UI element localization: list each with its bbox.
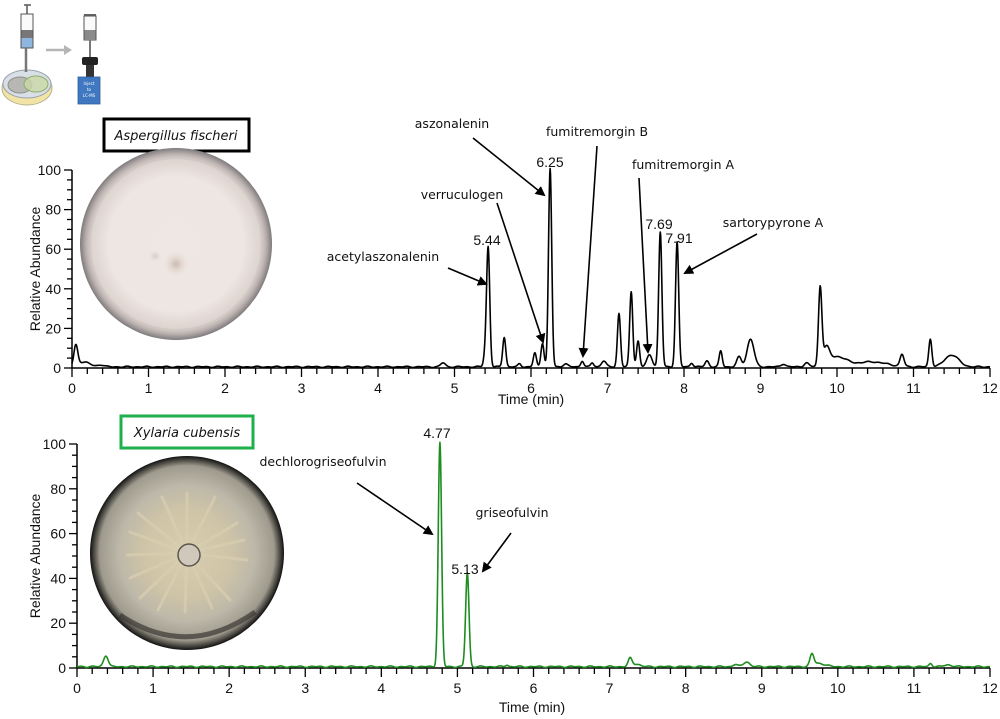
syringe-left-icon <box>20 4 34 72</box>
x-tick-label: 11 <box>907 680 922 696</box>
x-tick-label: 0 <box>73 680 81 696</box>
x-tick-label: 1 <box>149 680 157 696</box>
x-tick-label: 6 <box>527 380 535 396</box>
x-tick-label: 2 <box>221 380 229 396</box>
x-tick-label: 7 <box>604 380 612 396</box>
culture-plate-image <box>80 148 272 340</box>
arrow-icon <box>447 267 488 286</box>
arrow-icon <box>578 145 598 358</box>
inject-box-line-2: to <box>87 87 92 92</box>
x-tick-label: 1 <box>145 380 153 396</box>
y-axis-title: Relative Abundance <box>27 207 43 332</box>
y-tick-label: 60 <box>50 526 66 542</box>
arrow-icon <box>472 137 546 197</box>
y-tick-label: 80 <box>50 481 66 497</box>
arrow-right-icon <box>46 45 72 55</box>
rt-label: 5.13 <box>451 561 478 577</box>
arrow-icon <box>481 532 512 573</box>
x-tick-label: 10 <box>829 380 845 396</box>
inject-box-line-3: LC-MS <box>83 93 96 98</box>
x-tick-label: 8 <box>680 380 688 396</box>
x-tick-label: 9 <box>758 680 766 696</box>
arrow-icon <box>683 233 758 274</box>
x-tick-label: 11 <box>906 380 921 396</box>
x-axis-title: Time (min) <box>499 699 565 715</box>
x-tick-label: 12 <box>982 380 998 396</box>
species-label-box <box>119 414 255 450</box>
compound-label-fumitremorgin-b: fumitremorgin B <box>546 124 648 139</box>
y-tick-label: 40 <box>50 570 66 586</box>
arrow-icon <box>356 482 434 536</box>
x-tick-label: 10 <box>830 680 846 696</box>
x-tick-label: 8 <box>682 680 690 696</box>
culture-plate-image <box>90 456 284 650</box>
panel-xylaria: Xylaria cubensis 0 1 2 3 4 5 6 7 8 9 10 11 120204060… <box>27 414 998 715</box>
y-tick-label: 20 <box>45 320 61 336</box>
rt-label: 4.77 <box>423 425 450 441</box>
y-axis-title: Relative Abundance <box>27 494 43 619</box>
y-tick-label: 40 <box>45 281 61 297</box>
extraction-schematic: Inject to LC-MS <box>1 4 101 106</box>
x-tick-label: 5 <box>451 380 459 396</box>
x-tick-label: 4 <box>374 380 382 396</box>
x-tick-label: 12 <box>982 680 998 696</box>
chromatogram-trace-top <box>71 167 991 369</box>
x-tick-label: 2 <box>225 680 233 696</box>
syringe-right-icon: Inject to LC-MS <box>77 14 101 105</box>
y-tick-label: 0 <box>53 360 61 376</box>
arrow-icon <box>496 202 546 344</box>
y-tick-label: 100 <box>43 436 67 452</box>
arrow-icon <box>638 177 653 354</box>
x-tick-label: 4 <box>377 680 385 696</box>
petri-dish-icon <box>1 69 53 106</box>
species-label-box <box>102 117 251 153</box>
x-tick-label: 5 <box>454 680 462 696</box>
y-tick-label: 0 <box>58 660 66 676</box>
y-tick-label: 20 <box>50 615 66 631</box>
x-tick-label: 0 <box>68 380 76 396</box>
species-label: Xylaria cubensis <box>133 426 240 441</box>
rt-label: 5.44 <box>473 232 500 248</box>
y-tick-label: 60 <box>45 241 61 257</box>
x-tick-label: 9 <box>757 380 765 396</box>
y-tick-label: 100 <box>38 162 62 178</box>
chromatogram-trace-bottom <box>76 441 991 669</box>
panel-aspergillus: Aspergillus fischeri 0 1 2 3 4 5 6 7 8 9 10 11 12020… <box>27 116 998 407</box>
compound-label-sartorypyrone-a: sartorypyrone A <box>723 215 824 230</box>
x-tick-label: 6 <box>530 680 538 696</box>
x-tick-label: 3 <box>298 380 306 396</box>
compound-label-aszonalenin: aszonalenin <box>415 116 489 131</box>
x-axis-title: Time (min) <box>498 391 564 407</box>
rt-label: 7.69 <box>645 216 672 232</box>
rt-label: 7.91 <box>665 230 692 246</box>
inject-box-line-1: Inject <box>83 81 94 86</box>
rt-label: 6.25 <box>536 154 563 170</box>
x-tick-label: 7 <box>606 680 614 696</box>
x-tick-label: 3 <box>301 680 309 696</box>
compound-label-fumitremorgin-a: fumitremorgin A <box>632 157 734 172</box>
compound-label-acetylaszonalenin: acetylaszonalenin <box>327 249 439 264</box>
y-tick-label: 80 <box>45 202 61 218</box>
compound-label-dechlorogriseofulvin: dechlorogriseofulvin <box>259 454 386 469</box>
compound-label-verruculogen: verruculogen <box>421 187 504 202</box>
species-label: Aspergillus fischeri <box>113 129 237 144</box>
compound-label-griseofulvin: griseofulvin <box>476 505 549 520</box>
